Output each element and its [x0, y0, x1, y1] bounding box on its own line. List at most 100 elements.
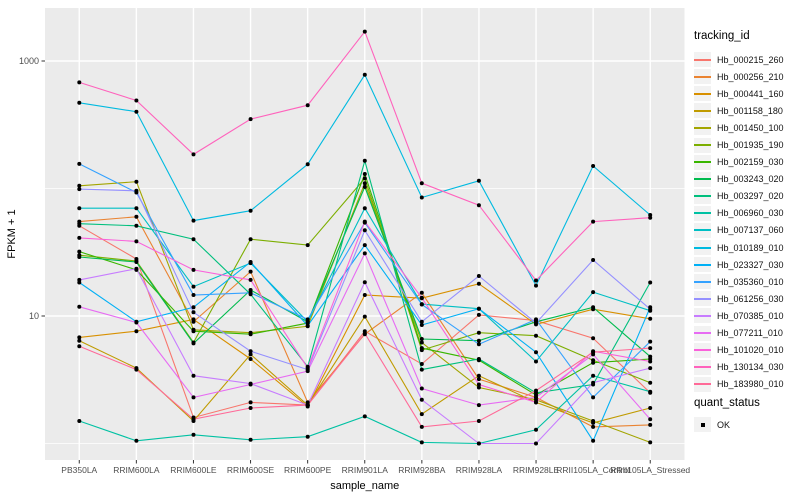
legend-key	[694, 325, 711, 341]
legend-item-label: Hb_061256_030	[717, 293, 784, 304]
legend-key	[694, 154, 711, 170]
data-point	[134, 214, 139, 219]
data-point	[476, 373, 481, 378]
data-point	[534, 441, 538, 446]
data-point	[419, 346, 424, 351]
data-point	[534, 333, 538, 338]
data-point	[191, 310, 196, 315]
data-point	[476, 306, 481, 311]
data-point	[305, 243, 310, 248]
data-point	[419, 424, 424, 429]
legend-panel: tracking_id Hb_000215_260 Hb_000256_210 Hb…	[690, 0, 800, 500]
x-tick-label: RRIM928LE	[513, 465, 560, 475]
data-point	[248, 260, 253, 264]
data-point	[134, 260, 139, 264]
data-point	[648, 280, 653, 285]
data-point	[362, 184, 367, 189]
legend-key	[694, 171, 711, 187]
legend-key	[694, 120, 711, 136]
data-point	[134, 320, 139, 325]
data-point	[191, 432, 196, 437]
data-point	[77, 338, 82, 343]
x-tick-label: RRIM600LA	[113, 465, 160, 475]
legend-key	[694, 274, 711, 290]
data-point	[191, 341, 196, 346]
legend-key	[694, 188, 711, 204]
series-color-line-icon	[694, 366, 711, 369]
data-point	[591, 305, 596, 310]
data-point	[134, 206, 139, 211]
x-tick-label: PB350LA	[61, 465, 97, 475]
data-point	[534, 395, 538, 400]
legend-item: Hb_130134_030	[694, 359, 784, 376]
series-color-line-icon	[694, 212, 711, 215]
data-point	[419, 412, 424, 417]
legend-item-label: Hb_010189_010	[717, 242, 784, 253]
series-color-line-icon	[694, 314, 711, 317]
legend-quant-status: quant_status OK	[694, 397, 760, 433]
series-color-line-icon	[694, 297, 711, 300]
data-point	[305, 366, 310, 371]
legend-item-label: Hb_023327_030	[717, 259, 784, 270]
data-point	[362, 176, 367, 181]
legend-item: Hb_023327_030	[694, 256, 784, 273]
data-point	[134, 329, 139, 334]
data-point	[591, 290, 596, 295]
data-point	[476, 419, 481, 423]
data-point	[419, 290, 424, 295]
legend-item: Hb_000215_260	[694, 51, 784, 68]
legend-item: Hb_003297_020	[694, 188, 784, 205]
legend-item: Hb_070385_010	[694, 307, 784, 324]
data-point	[476, 385, 481, 390]
x-axis-title: sample_name	[330, 480, 399, 492]
data-point	[191, 152, 196, 157]
legend-key	[694, 103, 711, 119]
series-color-line-icon	[694, 58, 711, 61]
data-point	[362, 72, 367, 77]
legend-item-ok: OK	[694, 416, 760, 433]
data-point	[77, 183, 82, 188]
legend-key	[694, 342, 711, 358]
legend-item: Hb_010189_010	[694, 239, 784, 256]
data-point	[77, 304, 82, 309]
legend-item-label: OK	[717, 419, 731, 430]
data-point	[476, 403, 481, 408]
legend-item: Hb_035360_010	[694, 273, 784, 290]
data-point	[419, 397, 424, 402]
data-point	[362, 228, 367, 233]
legend-entries: Hb_000215_260 Hb_000256_210 Hb_000441_160 H…	[694, 51, 784, 393]
data-point	[77, 187, 82, 192]
data-point	[248, 437, 253, 442]
data-point	[305, 403, 310, 408]
data-point	[591, 395, 596, 400]
data-point	[134, 266, 139, 271]
data-point	[191, 305, 196, 310]
series-color-line-icon	[694, 92, 711, 95]
data-point	[248, 288, 253, 292]
data-point	[591, 380, 596, 385]
data-point	[648, 366, 653, 371]
data-point	[248, 237, 253, 242]
data-point	[191, 293, 196, 297]
y-axis-title: FPKM + 1	[6, 209, 18, 258]
data-point	[134, 98, 139, 103]
legend-item: Hb_077211_010	[694, 325, 784, 342]
legend-item: Hb_000256_210	[694, 68, 784, 85]
legend-item-label: Hb_006960_030	[717, 208, 784, 219]
legend-item: Hb_003243_020	[694, 171, 784, 188]
data-point	[419, 302, 424, 307]
x-tick-label: RRIM600PE	[284, 465, 332, 475]
legend-item-label: Hb_000441_160	[717, 88, 784, 99]
legend-key	[694, 137, 711, 153]
data-point	[419, 181, 424, 186]
plot-canvas: 10 1000 PB350LA RRIM600LA RRIM600LE RRIM600SE…	[6, 8, 690, 492]
data-point	[648, 339, 653, 344]
legend-item: Hb_000441_160	[694, 85, 784, 102]
data-point	[248, 349, 253, 354]
legend-item: Hb_002159_030	[694, 154, 784, 171]
data-point	[476, 338, 481, 343]
series-color-line-icon	[694, 75, 711, 78]
legend-item-label: Hb_000215_260	[717, 54, 784, 65]
data-point	[476, 357, 481, 361]
data-point	[248, 406, 253, 410]
